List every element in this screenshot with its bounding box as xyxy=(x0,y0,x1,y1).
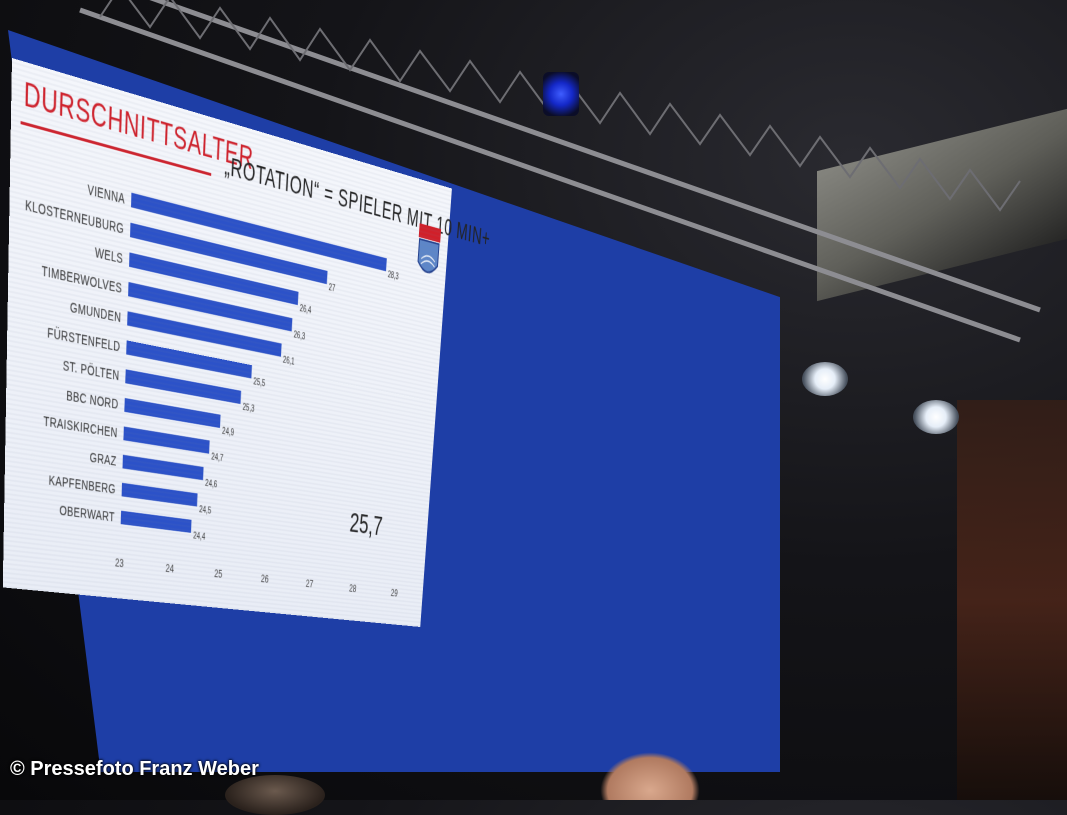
spotlight xyxy=(913,400,959,434)
spectator-hand xyxy=(600,752,700,800)
spotlight xyxy=(802,362,848,396)
arena-wall xyxy=(957,400,1067,800)
blue-stage-light xyxy=(543,72,579,116)
photo-credit: © Pressefoto Franz Weber xyxy=(10,758,259,780)
spectator-head xyxy=(225,775,325,815)
